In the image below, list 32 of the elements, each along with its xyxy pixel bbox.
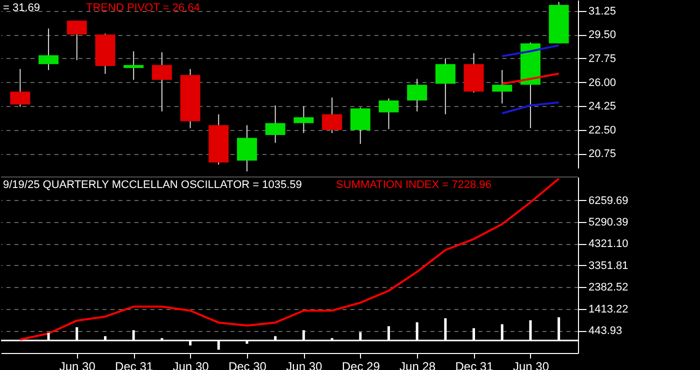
candlestick bbox=[236, 124, 257, 172]
annotation: 9/19/25 QUARTERLY MCCLELLAN OSCILLATOR = 1035.59 bbox=[3, 179, 302, 191]
y-tick-label: 26.00 bbox=[588, 76, 616, 89]
candlestick bbox=[407, 78, 428, 112]
candlestick bbox=[350, 106, 370, 144]
candlestick bbox=[38, 28, 59, 71]
y-tick-label: 3351.81 bbox=[588, 260, 628, 272]
candlestick bbox=[378, 98, 399, 130]
y-tick-label: 22.50 bbox=[588, 124, 616, 136]
annotation: TREND PIVOT = 26.64 bbox=[86, 2, 200, 14]
candlestick bbox=[10, 68, 30, 108]
candlestick bbox=[152, 52, 172, 112]
candlestick bbox=[66, 20, 87, 61]
y-tick-label: 5290.39 bbox=[588, 216, 628, 228]
y-tick-label: 1413.22 bbox=[588, 303, 628, 316]
y-tick-label: 27.75 bbox=[588, 52, 616, 65]
y-tick-label: 24.25 bbox=[588, 100, 616, 113]
y-tick-label: 6259.69 bbox=[588, 194, 628, 207]
y-tick-label: 20.75 bbox=[588, 148, 616, 160]
candlestick bbox=[124, 50, 144, 80]
y-tick-label: 4321.10 bbox=[588, 238, 628, 250]
y-tick-label: 29.50 bbox=[588, 29, 616, 42]
candlestick bbox=[492, 70, 512, 104]
y-tick-label: 443.93 bbox=[588, 325, 622, 338]
y-tick-label: 31.25 bbox=[588, 5, 616, 18]
annotation: SUMMATION INDEX = 7228.96 bbox=[336, 179, 492, 191]
candlestick bbox=[322, 97, 342, 134]
candlestick bbox=[265, 104, 286, 144]
candlestick bbox=[294, 106, 314, 134]
y-tick-label: 2382.52 bbox=[588, 282, 628, 294]
annotation: = 31.69 bbox=[3, 2, 40, 14]
candlestick bbox=[435, 58, 456, 115]
